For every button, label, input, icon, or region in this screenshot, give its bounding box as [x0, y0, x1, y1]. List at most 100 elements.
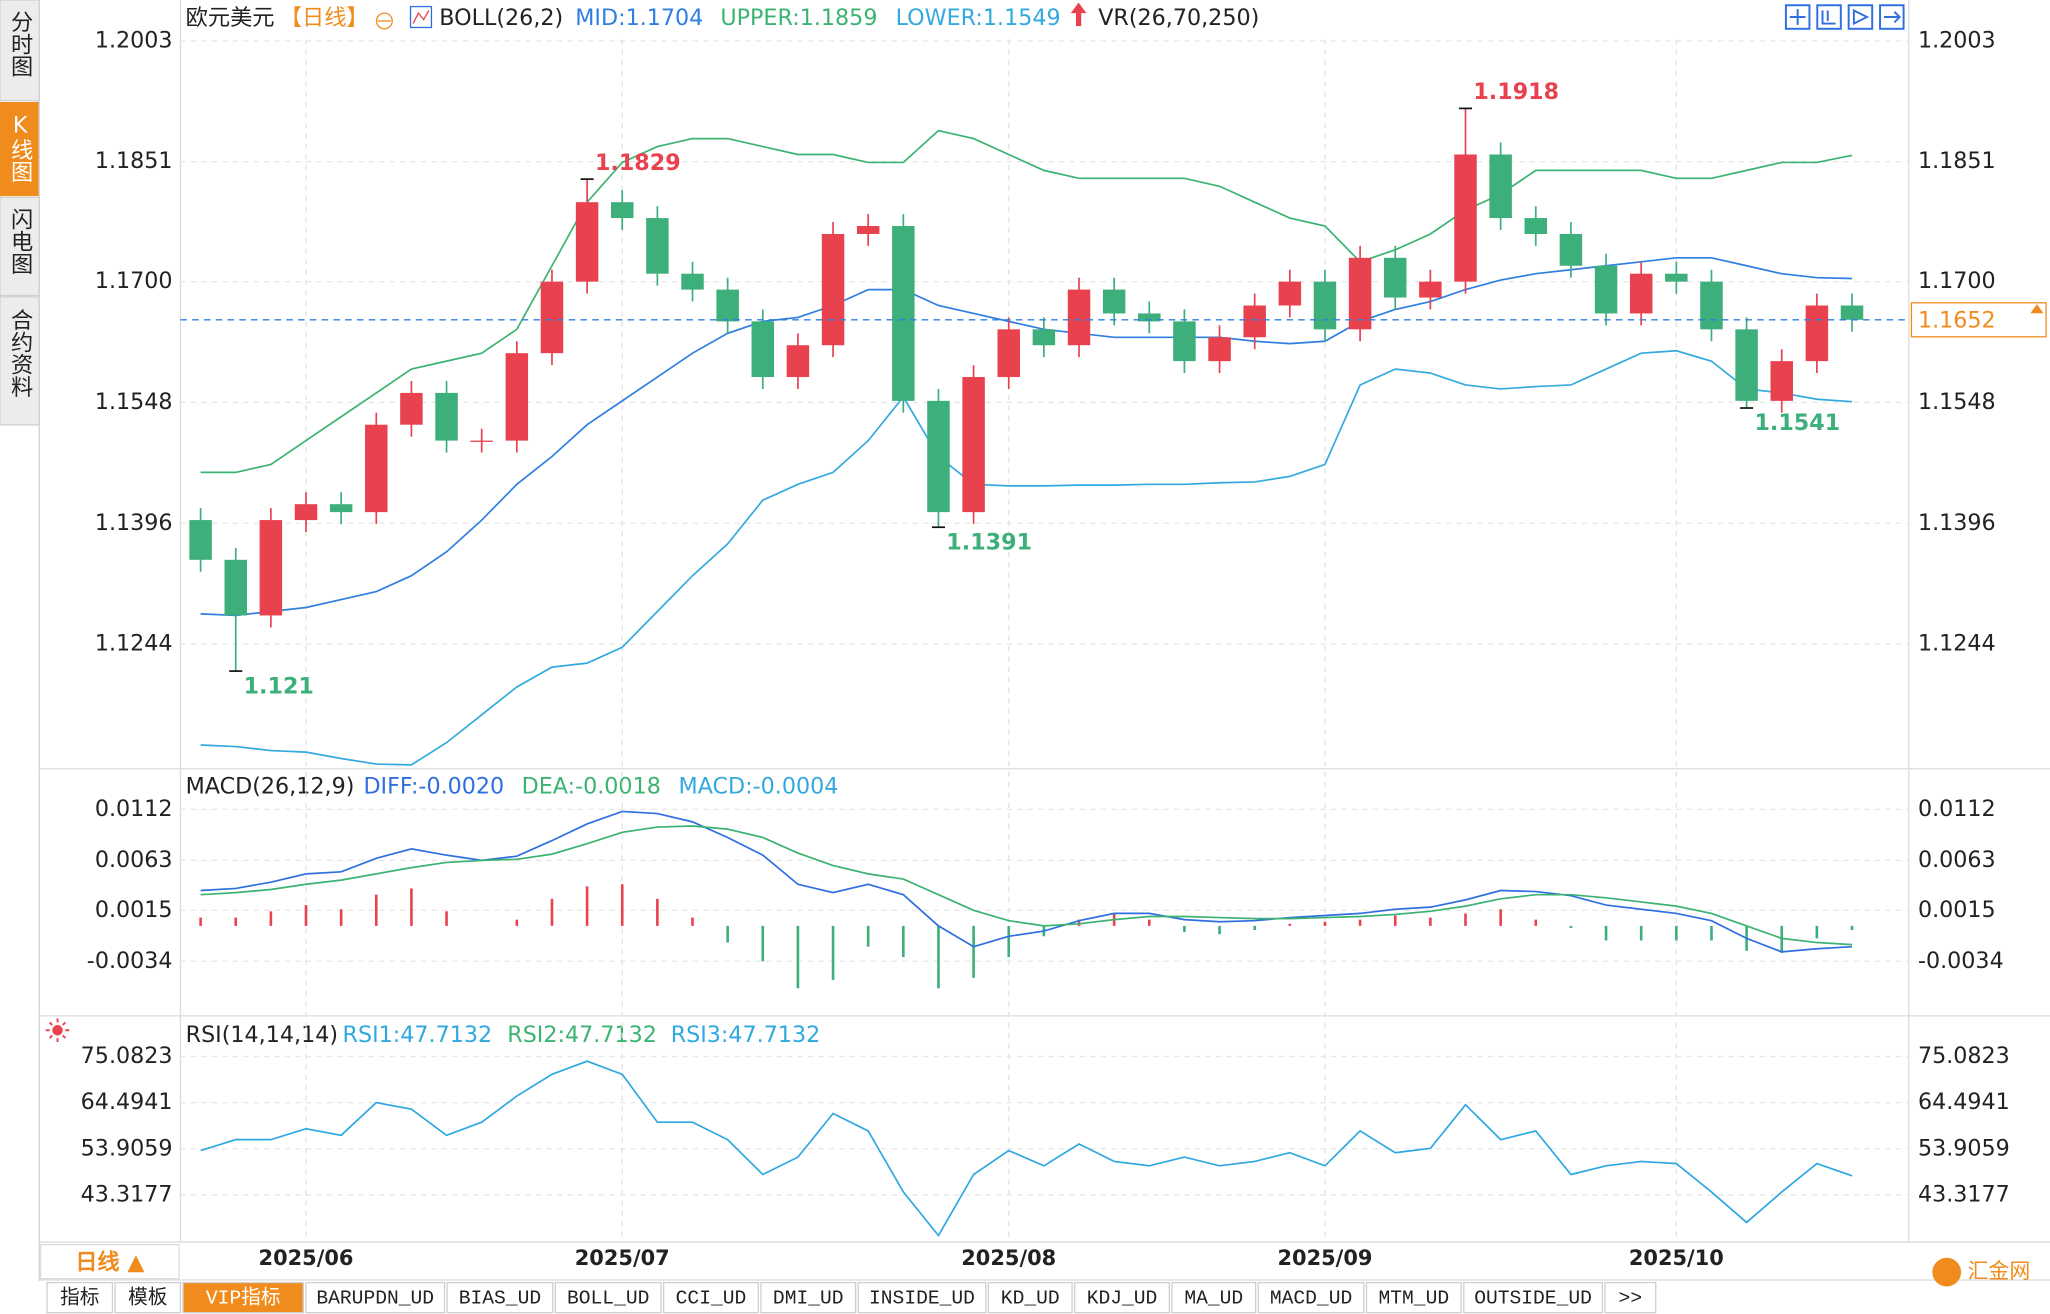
- candle-body: [435, 392, 458, 441]
- y-tick-label: 1.1700: [1918, 268, 1996, 294]
- bottom-tab[interactable]: >>: [1619, 1287, 1643, 1309]
- tab-bg: [0, 296, 40, 426]
- candle-body: [1805, 305, 1829, 362]
- candle-body: [365, 424, 388, 513]
- sidebar-tab[interactable]: 闪电图: [7, 207, 33, 274]
- y-tick-label: 0.0015: [95, 897, 173, 923]
- bottom-tab-bg: [857, 1281, 987, 1314]
- candle-body: [1454, 154, 1477, 282]
- bottom-tab[interactable]: VIP指标: [206, 1286, 281, 1309]
- candle-body: [1489, 154, 1512, 219]
- macd-line: [200, 825, 1853, 946]
- y-tick-label: 43.3177: [81, 1181, 173, 1207]
- bottom-tab[interactable]: DMI_UD: [773, 1287, 844, 1309]
- bottom-tab[interactable]: 模板: [128, 1286, 167, 1309]
- candle-body: [224, 559, 247, 616]
- period-button[interactable]: [39, 1244, 180, 1280]
- bottom-tab[interactable]: KD_UD: [1001, 1287, 1060, 1309]
- bottom-tab[interactable]: BOLL_UD: [567, 1287, 649, 1309]
- toolbar-icon[interactable]: [1879, 4, 1905, 30]
- symbol: 欧元美元: [186, 5, 275, 31]
- candle-body: [1665, 273, 1688, 282]
- candle-body: [1700, 281, 1723, 330]
- candle-body: [751, 321, 775, 378]
- bottom-tab-bg: [554, 1281, 662, 1314]
- bottom-tab[interactable]: KDJ_UD: [1087, 1287, 1158, 1309]
- y-tick-label: -0.0034: [87, 948, 173, 974]
- rsi-icon-dot: [52, 1025, 63, 1036]
- tab-bg: [0, 102, 40, 197]
- y-tick-label: 0.0112: [95, 796, 173, 822]
- y-tick-label: 43.3177: [1918, 1181, 2010, 1207]
- y-tick-label: 0.0112: [1918, 796, 1996, 822]
- bottom-tab[interactable]: CCI_UD: [676, 1287, 747, 1309]
- candle-body: [1208, 337, 1231, 362]
- y-tick-label: 1.1244: [95, 631, 173, 657]
- bottom-tab[interactable]: BARUPDN_UD: [316, 1287, 434, 1309]
- x-tick-label: 2025/08: [961, 1246, 1056, 1270]
- candle-body: [1770, 361, 1793, 401]
- vr-icon[interactable]: [1070, 2, 1087, 27]
- candle-body: [610, 202, 634, 219]
- bottom-tab[interactable]: 指标: [60, 1286, 99, 1309]
- boll-icon[interactable]: [409, 5, 433, 29]
- add-icon[interactable]: [375, 12, 393, 30]
- current-price-box: [1910, 302, 2047, 338]
- bottom-tab[interactable]: OUTSIDE_UD: [1474, 1287, 1592, 1309]
- sidebar-tab[interactable]: K线图: [7, 112, 33, 183]
- period-button-label[interactable]: 日线 ▲: [75, 1248, 145, 1275]
- bottom-tab-bg: [114, 1281, 182, 1314]
- extreme-label: 1.1829: [595, 150, 681, 176]
- x-tick-label: 2025/06: [259, 1246, 354, 1270]
- bottom-tab-bg: [446, 1281, 554, 1314]
- y-tick-label: 1.1396: [1918, 510, 1996, 536]
- candle-body: [329, 504, 353, 513]
- toolbar-icon[interactable]: [1816, 4, 1842, 30]
- y-tick-label: 1.1851: [1918, 148, 1996, 174]
- candle-body: [1243, 305, 1266, 338]
- sidebar: 分时图 K线图 闪电图 合约资料: [0, 0, 40, 1282]
- y-tick-label: 75.0823: [81, 1043, 173, 1069]
- macd-title: MACD(26,12,9): [186, 774, 355, 800]
- rsi-icon-rays: [45, 1018, 70, 1043]
- y-tick-label: 1.2003: [95, 27, 173, 53]
- bottom-tab-bg: [1171, 1281, 1257, 1314]
- candle-body: [1278, 281, 1302, 306]
- bottom-tab-bg: [46, 1281, 114, 1314]
- candle-body: [1102, 289, 1126, 314]
- period[interactable]: 【日线】: [280, 5, 369, 31]
- bottom-tab[interactable]: MA_UD: [1184, 1287, 1243, 1309]
- bottom-tab[interactable]: BIAS_UD: [459, 1287, 541, 1309]
- y-tick-label: 0.0063: [1918, 847, 1996, 873]
- extreme-label: 1.1391: [946, 529, 1032, 555]
- extreme-label: 1.121: [244, 673, 314, 699]
- y-tick-label: 1.1548: [1918, 389, 1996, 415]
- legend-entry: DEA:-0.0018: [522, 774, 661, 800]
- sidebar-tab[interactable]: 合约资料: [7, 308, 33, 398]
- sidebar-tab[interactable]: 分时图: [7, 10, 33, 77]
- y-tick-label: 75.0823: [1918, 1043, 2010, 1069]
- boll-line: [200, 129, 1853, 474]
- x-tick-label: 2025/10: [1629, 1246, 1724, 1270]
- bottom-tab[interactable]: INSIDE_UD: [869, 1287, 975, 1309]
- rsi-icon[interactable]: [45, 1018, 70, 1043]
- legend-entry: LOWER:1.1549: [896, 5, 1061, 31]
- toolbar-icon[interactable]: [1847, 4, 1874, 30]
- candle-body: [786, 345, 810, 378]
- legend-entry: RSI2:47.7132: [507, 1022, 657, 1048]
- candle-body: [470, 440, 493, 442]
- y-tick-label: 53.9059: [81, 1135, 173, 1161]
- y-tick-label: 0.0015: [1918, 897, 1996, 923]
- bottom-tab[interactable]: MTM_UD: [1379, 1287, 1450, 1309]
- bottom-tab-bg: [1604, 1281, 1657, 1314]
- rsi-title: RSI(14,14,14): [186, 1022, 338, 1048]
- candle-body: [681, 273, 704, 290]
- toolbar-icon[interactable]: [1784, 4, 1811, 30]
- candle-body: [1419, 281, 1442, 298]
- rsi-line: [200, 1060, 1853, 1238]
- candle-body: [892, 226, 915, 401]
- legend-entry: UPPER:1.1859: [720, 5, 877, 31]
- bottom-tab-bg: [1463, 1281, 1604, 1314]
- bottom-tab[interactable]: MACD_UD: [1270, 1287, 1352, 1309]
- candle-body: [962, 377, 985, 513]
